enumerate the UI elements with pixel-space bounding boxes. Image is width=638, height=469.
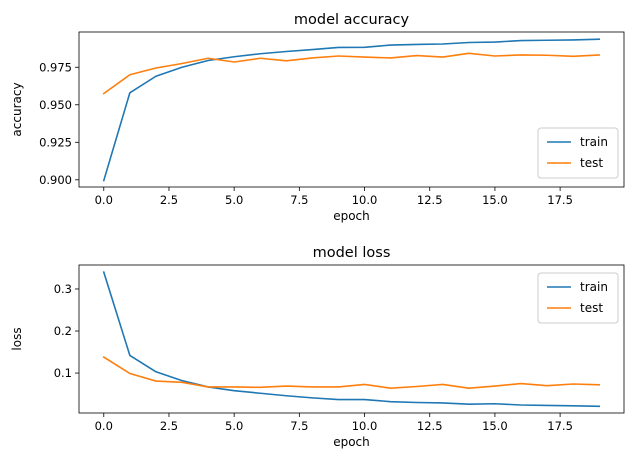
x-tick-label: 17.5: [547, 419, 573, 433]
y-tick-label: 0.925: [39, 135, 72, 149]
x-tick-label: 10.0: [352, 193, 378, 207]
x-tick-label: 7.5: [290, 193, 308, 207]
y-tick-label: 0.3: [54, 282, 72, 296]
legend: train test: [537, 127, 619, 179]
x-tick-label: 7.5: [290, 419, 308, 433]
x-axis-label: epoch: [333, 209, 370, 223]
legend: train test: [537, 272, 619, 324]
y-tick-label: 0.975: [39, 60, 72, 74]
series-line-train: [102, 271, 601, 408]
legend-label-test: test: [580, 156, 603, 170]
x-axis-label: epoch: [333, 435, 370, 449]
axes-frame: [78, 31, 625, 188]
chart-1: model accuracy 0.0 2.5 5.0 7.5 10.0 12.5 15.0 17…: [10, 12, 625, 223]
legend-label-train: train: [580, 135, 608, 149]
y-tick-label: 0.900: [39, 173, 72, 187]
x-tick-label: 12.5: [417, 419, 443, 433]
series-line-test: [102, 52, 601, 95]
y-tick-label: 0.2: [54, 324, 72, 338]
legend-label-train: train: [580, 280, 608, 294]
chart-title: model loss: [313, 245, 391, 261]
x-tick-label: 2.5: [160, 419, 178, 433]
x-tick-label: 17.5: [547, 193, 573, 207]
legend-box: [537, 127, 619, 179]
axes-frame: [78, 264, 625, 414]
legend-box: [537, 272, 619, 324]
y-axis-label: loss: [10, 327, 24, 350]
x-tick-label: 5.0: [225, 193, 243, 207]
x-tick-label: 0.0: [95, 193, 113, 207]
x-tick-label: 5.0: [225, 419, 243, 433]
legend-label-test: test: [580, 301, 603, 315]
y-tick-label: 0.1: [54, 366, 72, 380]
y-tick-label: 0.950: [39, 98, 72, 112]
x-tick-label: 15.0: [482, 193, 508, 207]
x-tick-label: 12.5: [417, 193, 443, 207]
x-tick-label: 0.0: [95, 419, 113, 433]
chart-2: model loss 0.0 2.5 5.0 7.5 10.0 12.5 15.0 17.5 0.…: [10, 245, 625, 449]
x-tick-label: 10.0: [352, 419, 378, 433]
series-line-test: [102, 355, 601, 389]
series-line-train: [102, 38, 601, 182]
x-tick-label: 15.0: [482, 419, 508, 433]
chart-title: model accuracy: [294, 12, 410, 28]
x-tick-label: 2.5: [160, 193, 178, 207]
y-axis-label: accuracy: [10, 82, 24, 136]
